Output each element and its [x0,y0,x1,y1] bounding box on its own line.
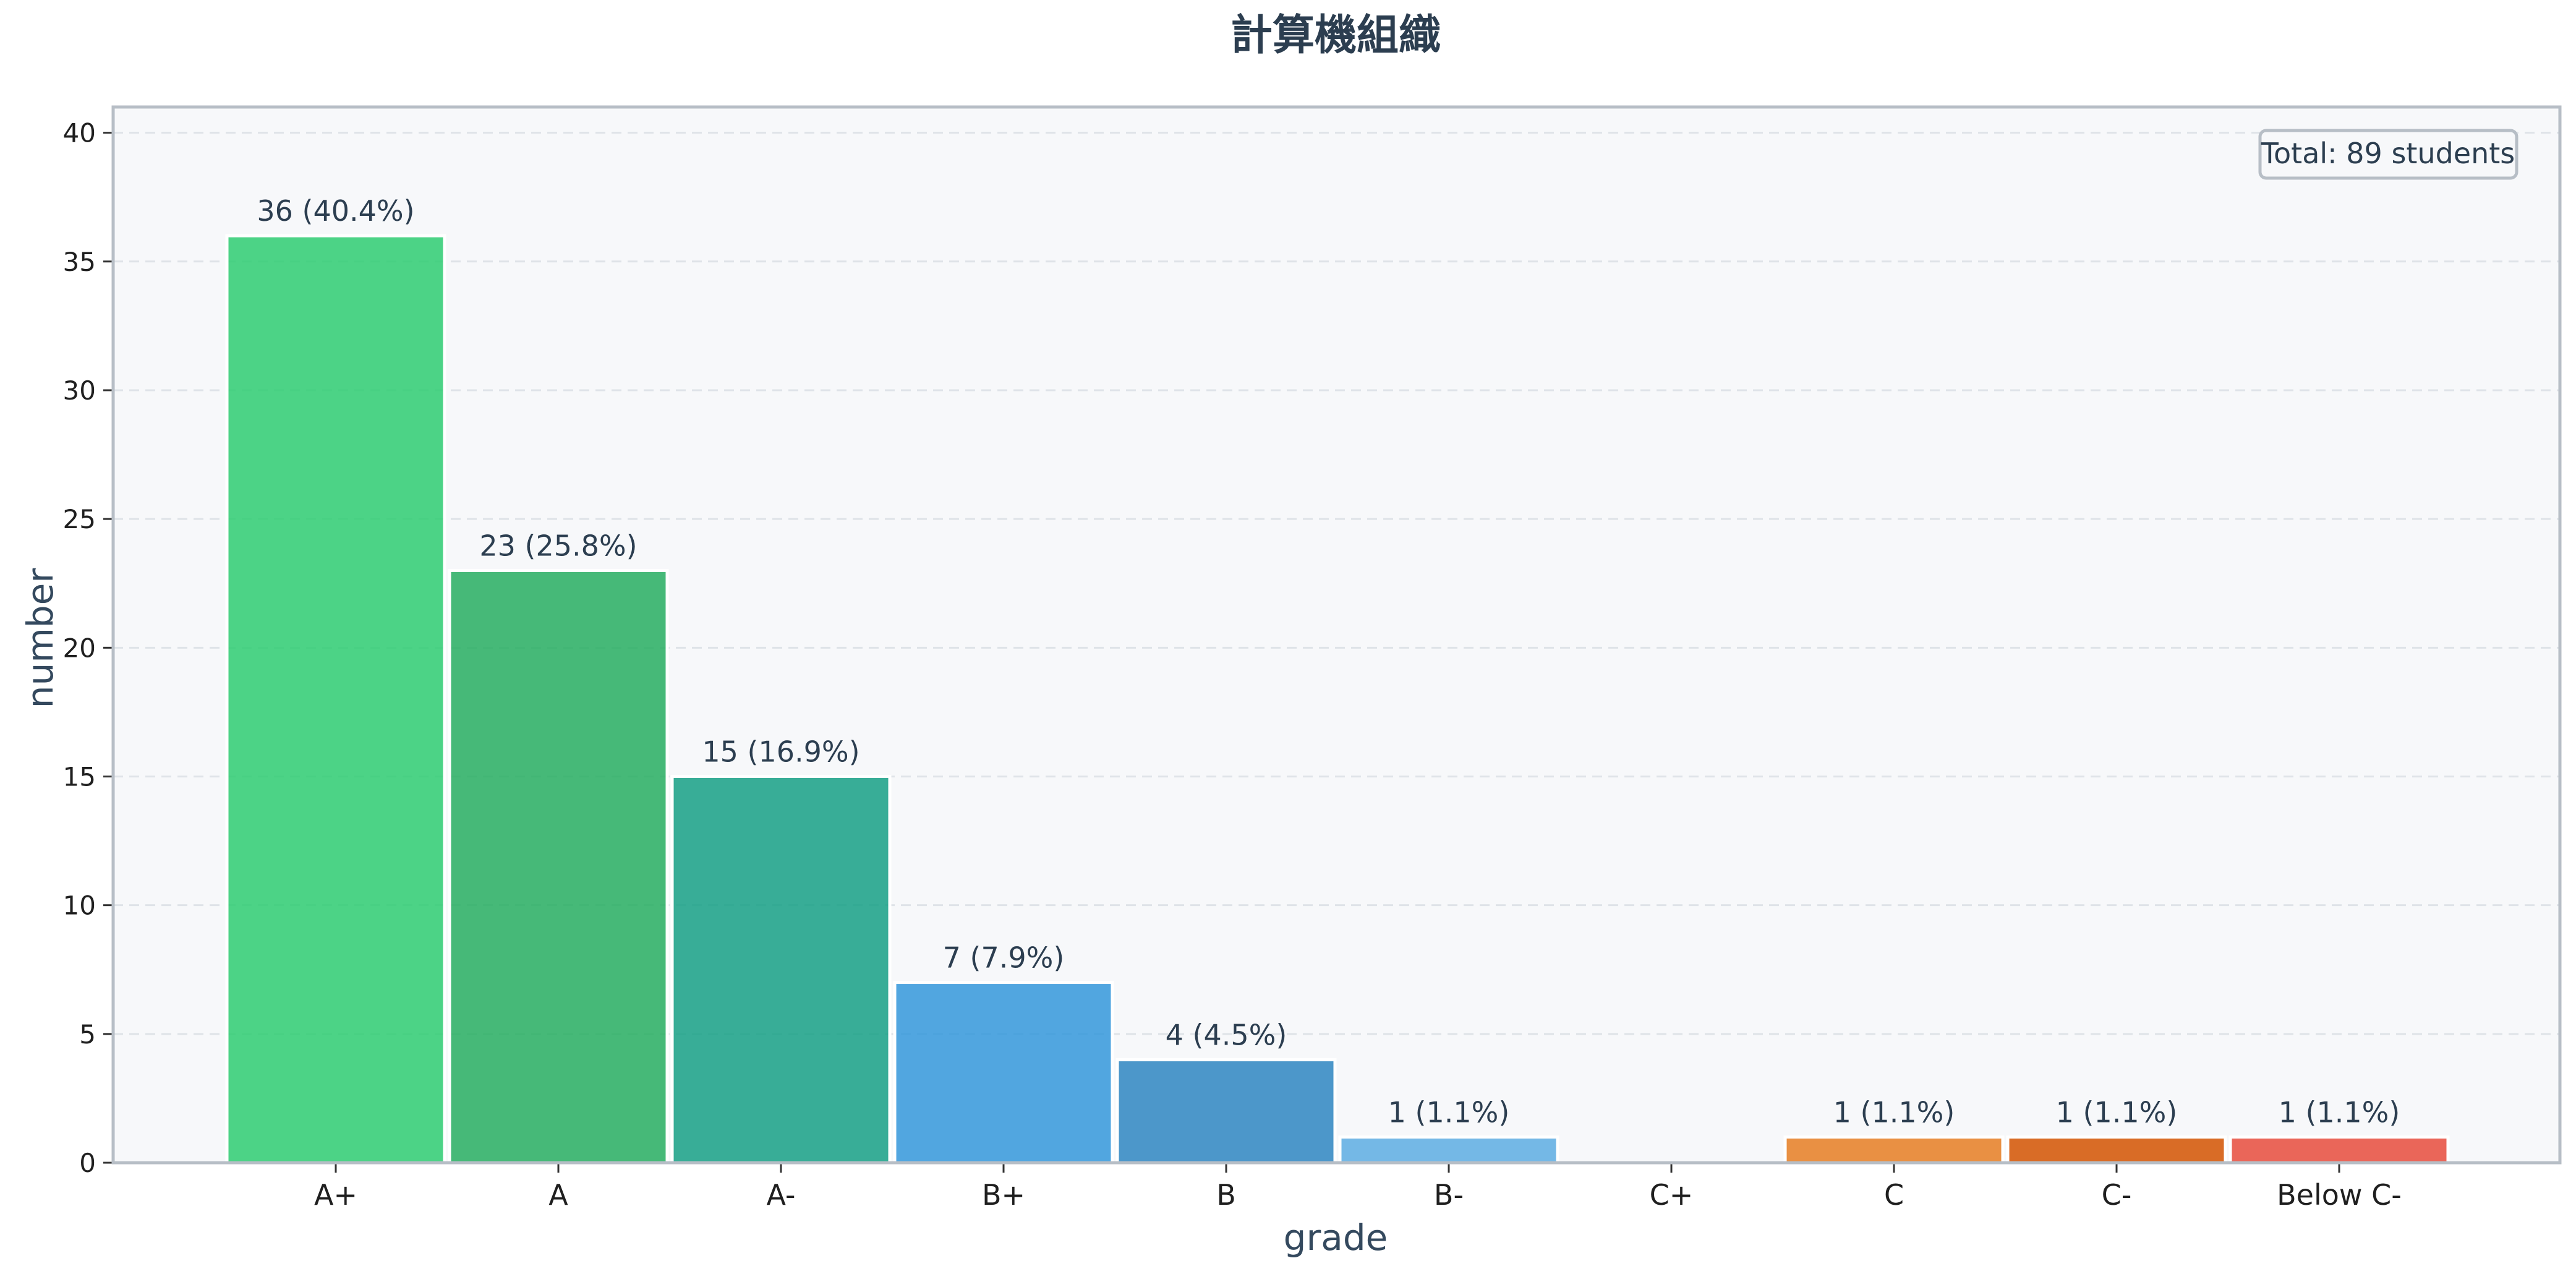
x-tick-label: C- [2102,1178,2132,1212]
bar [1338,1135,1559,1165]
y-tick-label: 10 [63,891,96,921]
x-tick-label: A- [766,1178,795,1212]
bar-value-label: 23 (25.8%) [479,529,637,562]
bar [1115,1058,1337,1165]
bar-value-label: 7 (7.9%) [943,941,1065,975]
bar [1783,1135,2005,1165]
total-annotation-box [2258,129,2518,180]
x-tick-label: B- [1434,1178,1464,1212]
x-axis-ticks: A+ A A- B+ B B- C+ C C- Below C- [314,1163,2402,1212]
y-tick-label: 40 [63,118,96,148]
data-labels: 36 (40.4%) 23 (25.8%) 15 (16.9%) 7 (7.9%) 4 … [257,194,2400,1129]
total-annotation: Total: 89 students [2258,129,2518,180]
y-axis-label: number [19,568,61,709]
y-tick-label: 30 [63,375,96,406]
y-tick-label: 0 [79,1148,96,1178]
bar [448,568,669,1165]
y-tick-label: 20 [63,633,96,663]
x-tick-label: B [1216,1178,1236,1212]
x-tick-label: C [1884,1178,1904,1212]
x-tick-label: A [548,1178,568,1212]
bar-value-label: 4 (4.5%) [1166,1018,1287,1051]
bar [670,774,892,1165]
total-annotation-text: Total: 89 students [2261,137,2515,170]
y-axis-ticks: 0 5 10 15 20 25 30 35 40 [63,118,113,1178]
bar [2006,1135,2227,1165]
x-tick-label: Below C- [2277,1178,2402,1212]
bar-value-label: 1 (1.1%) [2279,1095,2400,1129]
x-axis-label: grade [1284,1217,1388,1259]
x-tick-label: A+ [314,1178,357,1212]
y-tick-label: 15 [63,761,96,792]
bar-value-label: 1 (1.1%) [2056,1095,2178,1129]
x-tick-label: C+ [1650,1178,1694,1212]
y-tick-label: 35 [63,247,96,277]
bar-value-label: 1 (1.1%) [1833,1095,1955,1129]
x-tick-label: B+ [982,1178,1025,1212]
plot-border [111,105,2562,1165]
bar-value-label: 1 (1.1%) [1388,1095,1510,1129]
bar-value-label: 36 (40.4%) [257,194,414,228]
bar [2228,1135,2450,1165]
y-tick-label: 25 [63,504,96,534]
bar [225,234,446,1165]
bar [893,981,1114,1165]
chart-title: 計算機組織 [1230,11,1441,60]
y-tick-label: 5 [79,1019,96,1050]
bar-value-label: 15 (16.9%) [702,735,859,768]
